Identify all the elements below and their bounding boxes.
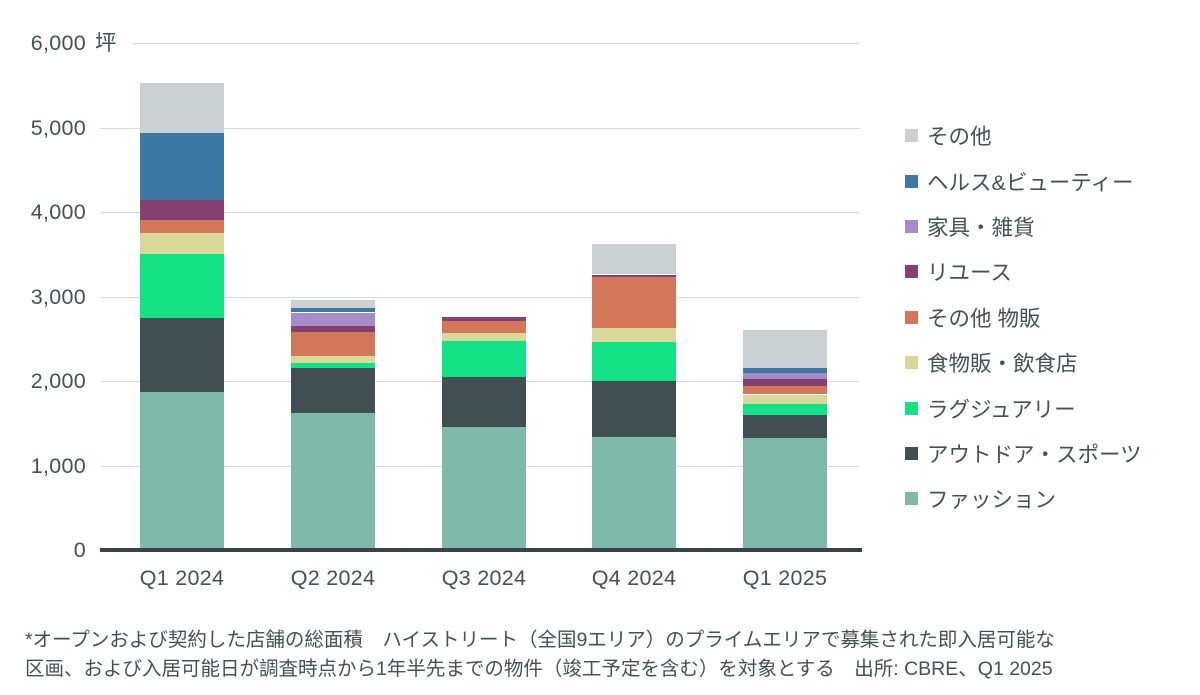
y-tick-label: 6,000 xyxy=(30,31,86,55)
footnote-line-1: *オープンおよび契約した店舗の総面積 ハイストリート（全国9エリア）のプライムエ… xyxy=(25,629,1055,651)
bar-segment xyxy=(743,437,827,550)
y-tick-label: 2,000 xyxy=(30,369,86,393)
bar-segment xyxy=(743,379,827,387)
legend-item: その他 物販 xyxy=(905,295,1142,340)
legend-swatch-icon xyxy=(905,492,918,506)
bar-segment xyxy=(140,82,224,134)
footnote-line-2: 区画、および入居可能日が調査時点から1年半先までの物件（竣工予定を含む）を対象と… xyxy=(25,657,1053,680)
legend-item: 家具・雑貨 xyxy=(905,204,1142,249)
gridline xyxy=(133,43,860,44)
legend-item: ファッション xyxy=(905,476,1142,521)
bar-segment xyxy=(291,413,375,550)
bar-segment xyxy=(592,244,676,275)
legend-label: ラグジュアリー xyxy=(927,397,1076,422)
bar-segment xyxy=(743,403,827,415)
bar-segment xyxy=(592,277,676,328)
legend-swatch-icon xyxy=(905,401,918,415)
bar-segment xyxy=(291,355,375,364)
bar-segment xyxy=(743,394,827,404)
bar-segment xyxy=(140,233,224,255)
bar-segment xyxy=(442,426,526,550)
x-tick-label: Q1 2024 xyxy=(139,566,225,590)
legend-swatch-icon xyxy=(905,219,918,233)
legend-label: 食物販・飲食店 xyxy=(927,352,1078,377)
legend-label: その他 xyxy=(927,125,992,150)
legend-swatch-icon xyxy=(905,356,918,370)
bar-segment xyxy=(592,381,676,437)
bar-segment xyxy=(291,299,375,309)
bar-segment xyxy=(442,376,526,427)
legend-label: ファッション xyxy=(927,488,1057,513)
legend-item: リユース xyxy=(905,249,1142,294)
legend-swatch-icon xyxy=(905,265,918,279)
y-tick-label: 0 xyxy=(73,538,86,562)
chart-footnote: *オープンおよび契約した店舗の総面積 ハイストリート（全国9エリア）のプライムエ… xyxy=(25,626,1185,683)
bar-segment xyxy=(442,341,526,377)
legend-item: 食物販・飲食店 xyxy=(905,340,1142,385)
legend-item: その他 xyxy=(905,113,1142,158)
legend-swatch-icon xyxy=(905,129,918,143)
legend-label: その他 物販 xyxy=(927,306,1041,331)
bar-segment xyxy=(291,368,375,414)
legend-label: リユース xyxy=(927,261,1012,286)
x-axis-line xyxy=(100,548,862,552)
y-tick-label: 4,000 xyxy=(30,200,86,224)
gridline xyxy=(100,296,860,298)
bar-segment xyxy=(291,308,375,313)
legend-item: ヘルス&ビューティー xyxy=(905,158,1142,203)
bar-segment xyxy=(291,326,375,332)
stacked-bar-q1-2024 xyxy=(140,0,224,550)
stacked-bar-q1-2025 xyxy=(743,0,827,550)
bar-segment xyxy=(592,342,676,381)
legend-label: アウトドア・スポーツ xyxy=(927,442,1142,467)
bar-segment xyxy=(291,312,375,327)
bar-segment xyxy=(140,133,224,201)
stacked-bar-q4-2024 xyxy=(592,0,676,550)
stacked-bar-q3-2024 xyxy=(442,0,526,550)
x-tick-label: Q1 2025 xyxy=(742,566,828,590)
y-axis-unit-label: 坪 xyxy=(95,31,117,55)
legend-swatch-icon xyxy=(905,446,918,460)
legend-swatch-icon xyxy=(905,174,918,188)
legend-label: 家具・雑貨 xyxy=(927,215,1035,240)
bar-segment xyxy=(592,436,676,550)
bar-segment xyxy=(140,392,224,550)
bar-segment xyxy=(743,329,827,368)
y-tick-label: 3,000 xyxy=(30,284,86,309)
bar-segment xyxy=(140,317,224,392)
bar-segment xyxy=(140,200,224,220)
bar-segment xyxy=(442,321,526,333)
y-tick-label: 5,000 xyxy=(30,115,86,140)
bar-segment xyxy=(442,316,526,321)
bar-segment xyxy=(592,327,676,343)
y-tick-label: 1,000 xyxy=(30,453,86,478)
gridline xyxy=(100,127,860,129)
x-tick-label: Q2 2024 xyxy=(290,566,376,590)
bar-segment xyxy=(291,363,375,369)
bar-segment xyxy=(140,219,224,234)
legend-item: ラグジュアリー xyxy=(905,385,1142,430)
bar-segment xyxy=(743,414,827,438)
bar-segment xyxy=(743,386,827,395)
bar-segment xyxy=(442,332,526,342)
chart-legend: その他ヘルス&ビューティー 家具・雑貨リユースその他 物販食物販・飲食店 ラグジュア… xyxy=(905,113,1142,522)
gridline xyxy=(100,212,860,213)
bar-segment xyxy=(592,274,676,277)
x-tick-label: Q4 2024 xyxy=(591,566,677,590)
bar-segment xyxy=(743,367,827,374)
legend-label: ヘルス&ビューティー xyxy=(927,170,1134,195)
bar-segment xyxy=(291,332,375,356)
x-tick-label: Q3 2024 xyxy=(441,566,527,590)
stacked-bar-q2-2024 xyxy=(291,0,375,550)
bar-segment xyxy=(140,254,224,318)
bar-segment xyxy=(743,373,827,380)
legend-item: アウトドア・スポーツ xyxy=(905,431,1142,476)
legend-swatch-icon xyxy=(905,310,918,324)
